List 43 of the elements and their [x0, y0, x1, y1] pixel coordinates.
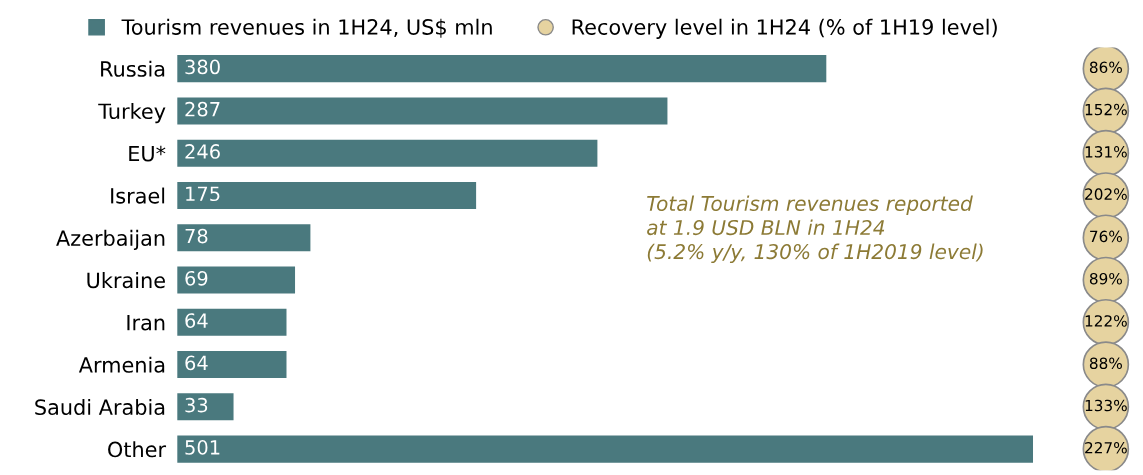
y-tick-label: Azerbaijan	[56, 229, 165, 250]
bar	[177, 351, 287, 379]
bar	[177, 55, 827, 83]
y-tick-label: Russia	[101, 60, 165, 77]
data-label: 501	[185, 440, 220, 455]
data-label: 131%	[1085, 146, 1127, 158]
data-label: 78	[185, 228, 208, 244]
annotation: Total Tourism revenues reported at 1.9 USD BLN in 1H24 (5.2% y/y, 130% of 1H2019 level)	[647, 195, 983, 264]
bar	[177, 139, 598, 167]
data-label: 122%	[1085, 315, 1127, 327]
y-tick-label: Iran	[127, 315, 165, 331]
y-tick-label: Israel	[111, 187, 165, 204]
data-label: 202%	[1085, 188, 1127, 200]
data-label: 64	[185, 355, 208, 371]
legend-label: Tourism revenues in 1H24, US$ mln	[121, 18, 492, 38]
bar	[177, 308, 287, 336]
y-tick-label: EU*	[129, 145, 166, 162]
bar	[177, 224, 311, 252]
bar	[177, 97, 668, 125]
y-tick-label: Ukraine	[87, 272, 165, 289]
data-label: 227%	[1085, 441, 1127, 454]
bar	[177, 266, 296, 294]
data-label: 64	[185, 313, 208, 328]
bar	[177, 393, 234, 421]
data-label: 175	[186, 186, 220, 202]
data-label: 76%	[1090, 230, 1122, 243]
bar	[177, 181, 477, 209]
data-label: 33	[185, 397, 208, 413]
bar	[177, 435, 1034, 463]
data-label: 133%	[1085, 399, 1127, 412]
y-tick-label: Turkey	[98, 103, 166, 124]
data-label: 152%	[1085, 103, 1127, 116]
data-label: 69	[185, 270, 208, 286]
y-tick-label: Saudi Arabia	[35, 398, 165, 416]
legend-label: Recovery level in 1H24 (% of 1H19 level)	[572, 18, 997, 39]
data-label: 86%	[1089, 61, 1122, 74]
y-tick-label: Other	[108, 441, 167, 458]
data-label: 88%	[1089, 357, 1122, 369]
y-tick-label: Armenia	[78, 356, 165, 373]
data-label: 89%	[1089, 272, 1122, 285]
data-label: 380	[185, 59, 220, 75]
data-label: 287	[185, 101, 220, 117]
data-label: 246	[185, 144, 220, 159]
